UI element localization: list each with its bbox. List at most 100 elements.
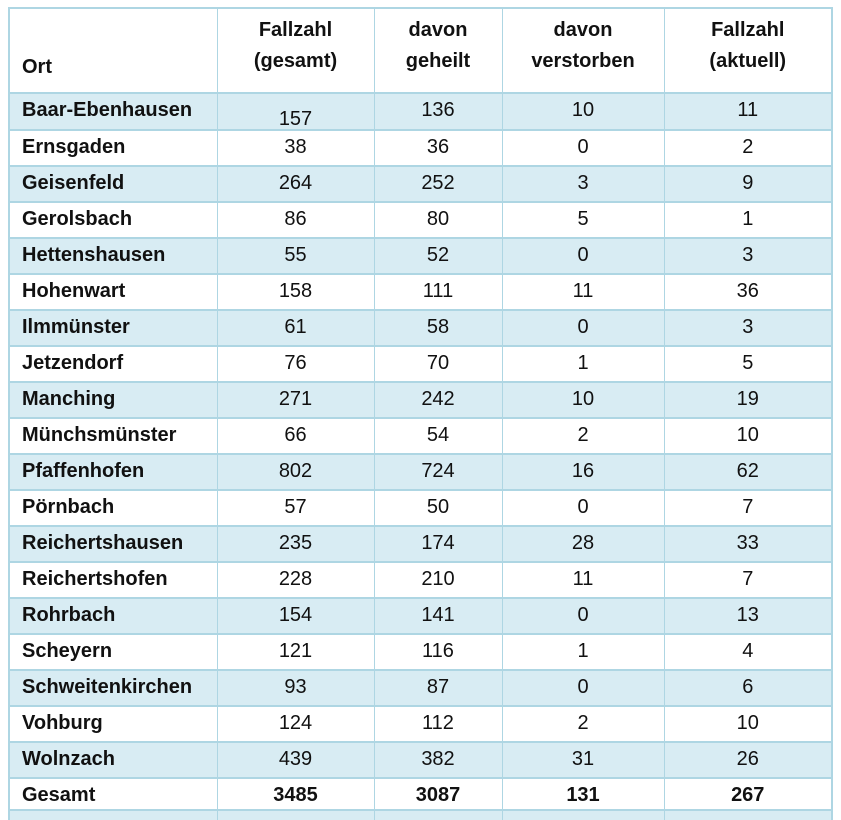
cell-davon-geheilt: 242 bbox=[373, 381, 503, 419]
cell-davon-geheilt: 52 bbox=[373, 237, 503, 275]
cell-fallzahl-gesamt: 157 bbox=[216, 92, 375, 131]
cell-fallzahl-aktuell: 2 bbox=[663, 129, 833, 167]
cell-davon-geheilt: 210 bbox=[373, 561, 503, 599]
cell-davon-verstorben: 131 bbox=[501, 777, 665, 811]
cell-davon-verstorben: 31 bbox=[501, 741, 665, 779]
cell-fallzahl-gesamt bbox=[216, 809, 375, 820]
cell-fallzahl-aktuell: 62 bbox=[663, 453, 833, 491]
table-row: Gerolsbach 86 80 5 1 bbox=[8, 201, 833, 239]
table-row: Pörnbach 57 50 0 7 bbox=[8, 489, 833, 527]
cell-fallzahl-aktuell: 11 bbox=[663, 92, 833, 131]
cell-ort: Hettenshausen bbox=[8, 237, 218, 275]
column-header-davon-geheilt: davon geheilt bbox=[373, 7, 503, 94]
cell-davon-geheilt: 50 bbox=[373, 489, 503, 527]
cell-davon-verstorben: 0 bbox=[501, 309, 665, 347]
cell-davon-geheilt: 54 bbox=[373, 417, 503, 455]
header-line: (gesamt) bbox=[253, 50, 338, 72]
cell-fallzahl-aktuell: 1 bbox=[663, 201, 833, 239]
cell-davon-geheilt: 174 bbox=[373, 525, 503, 563]
cell-fallzahl-gesamt: 38 bbox=[216, 129, 375, 167]
column-header-fallzahl-aktuell: Fallzahl (aktuell) bbox=[663, 7, 833, 94]
cell-davon-geheilt: 36 bbox=[373, 129, 503, 167]
cell-ort: Gerolsbach bbox=[8, 201, 218, 239]
cell-davon-geheilt: 58 bbox=[373, 309, 503, 347]
cell-ort: Pörnbach bbox=[8, 489, 218, 527]
cell-davon-geheilt bbox=[373, 809, 503, 820]
cell-davon-verstorben: 3 bbox=[501, 165, 665, 203]
cell-fallzahl-aktuell: 3 bbox=[663, 237, 833, 275]
cell-fallzahl-gesamt: 93 bbox=[216, 669, 375, 707]
cell-davon-geheilt: 112 bbox=[373, 705, 503, 743]
cutoff-strip-row bbox=[8, 809, 833, 820]
cell-fallzahl-aktuell bbox=[663, 809, 833, 820]
cell-fallzahl-aktuell: 3 bbox=[663, 309, 833, 347]
cell-fallzahl-aktuell: 7 bbox=[663, 489, 833, 527]
cell-davon-geheilt: 70 bbox=[373, 345, 503, 383]
cell-davon-geheilt: 382 bbox=[373, 741, 503, 779]
table-row: Pfaffenhofen 802 724 16 62 bbox=[8, 453, 833, 491]
cell-davon-verstorben: 16 bbox=[501, 453, 665, 491]
cell-ort: Münchsmünster bbox=[8, 417, 218, 455]
cell-davon-geheilt: 724 bbox=[373, 453, 503, 491]
cell-davon-geheilt: 80 bbox=[373, 201, 503, 239]
cell-ort: Hohenwart bbox=[8, 273, 218, 311]
cell-davon-verstorben: 1 bbox=[501, 345, 665, 383]
cell-fallzahl-aktuell: 26 bbox=[663, 741, 833, 779]
cell-fallzahl-aktuell: 5 bbox=[663, 345, 833, 383]
cell-ort: Geisenfeld bbox=[8, 165, 218, 203]
table-row: Rohrbach 154 141 0 13 bbox=[8, 597, 833, 635]
header-line: geheilt bbox=[405, 50, 471, 72]
table-row: Hettenshausen 55 52 0 3 bbox=[8, 237, 833, 275]
table-row: Reichertshausen 235 174 28 33 bbox=[8, 525, 833, 563]
cell-davon-verstorben: 0 bbox=[501, 237, 665, 275]
cell-fallzahl-aktuell: 10 bbox=[663, 705, 833, 743]
cell-fallzahl-aktuell: 267 bbox=[663, 777, 833, 811]
cell-davon-verstorben: 2 bbox=[501, 417, 665, 455]
cell-davon-verstorben: 0 bbox=[501, 597, 665, 635]
cell-fallzahl-aktuell: 6 bbox=[663, 669, 833, 707]
cell-davon-verstorben: 5 bbox=[501, 201, 665, 239]
cell-fallzahl-gesamt: 66 bbox=[216, 417, 375, 455]
cell-ort: Pfaffenhofen bbox=[8, 453, 218, 491]
cell-fallzahl-gesamt: 86 bbox=[216, 201, 375, 239]
cell-fallzahl-gesamt: 439 bbox=[216, 741, 375, 779]
table-row: Baar-Ebenhausen 157 136 10 11 bbox=[8, 92, 833, 131]
cell-fallzahl-gesamt: 121 bbox=[216, 633, 375, 671]
cell-fallzahl-aktuell: 13 bbox=[663, 597, 833, 635]
cell-ort: Ernsgaden bbox=[8, 129, 218, 167]
total-row: Gesamt 3485 3087 131 267 bbox=[8, 777, 833, 811]
header-line: davon bbox=[408, 19, 468, 41]
cell-davon-geheilt: 3087 bbox=[373, 777, 503, 811]
cell-ort: Vohburg bbox=[8, 705, 218, 743]
cell-fallzahl-gesamt: 235 bbox=[216, 525, 375, 563]
cell-davon-verstorben: 10 bbox=[501, 92, 665, 131]
table-row: Jetzendorf 76 70 1 5 bbox=[8, 345, 833, 383]
table-row: Manching 271 242 10 19 bbox=[8, 381, 833, 419]
cell-fallzahl-gesamt: 802 bbox=[216, 453, 375, 491]
cell-davon-verstorben: 0 bbox=[501, 669, 665, 707]
cell-fallzahl-gesamt: 154 bbox=[216, 597, 375, 635]
cell-fallzahl-aktuell: 19 bbox=[663, 381, 833, 419]
cell-fallzahl-aktuell: 9 bbox=[663, 165, 833, 203]
cell-ort: Schweitenkirchen bbox=[8, 669, 218, 707]
header-line: Fallzahl bbox=[258, 19, 333, 41]
cell-ort: Ilmmünster bbox=[8, 309, 218, 347]
cell-davon-verstorben: 0 bbox=[501, 129, 665, 167]
table-row: Ernsgaden 38 36 0 2 bbox=[8, 129, 833, 167]
cell-ort: Reichertshausen bbox=[8, 525, 218, 563]
cell-davon-geheilt: 252 bbox=[373, 165, 503, 203]
cell-ort: Manching bbox=[8, 381, 218, 419]
cell-fallzahl-gesamt: 124 bbox=[216, 705, 375, 743]
header-row: Ort Fallzahl (gesamt) davon geheilt davo… bbox=[8, 7, 833, 94]
cell-fallzahl-aktuell: 4 bbox=[663, 633, 833, 671]
cell-fallzahl-gesamt: 76 bbox=[216, 345, 375, 383]
cell-ort: Wolnzach bbox=[8, 741, 218, 779]
cell-davon-verstorben: 0 bbox=[501, 489, 665, 527]
cell-fallzahl-gesamt: 158 bbox=[216, 273, 375, 311]
table-row: Geisenfeld 264 252 3 9 bbox=[8, 165, 833, 203]
cell-fallzahl-gesamt: 264 bbox=[216, 165, 375, 203]
cell-davon-geheilt: 87 bbox=[373, 669, 503, 707]
header-line: davon bbox=[553, 19, 613, 41]
header-line: (aktuell) bbox=[709, 50, 787, 72]
